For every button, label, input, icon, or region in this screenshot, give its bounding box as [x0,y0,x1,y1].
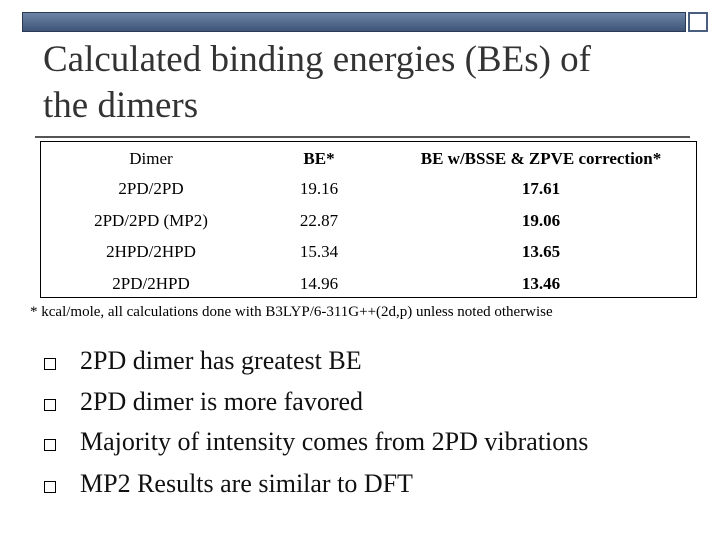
top-bar [22,12,686,32]
column-header: BE w/BSSE & ZPVE correction* [420,149,662,168]
bullet-text: 2PD dimer is more favored [80,387,364,416]
bullet-text: MP2 Results are similar to DFT [80,469,413,498]
bullet-marker [44,439,56,451]
table-cell: 2PD/2HPD [112,274,190,293]
table-cell: 2PD/2PD [118,179,184,198]
bullet-marker [44,399,56,411]
column-header: Dimer [129,149,173,168]
table-cell: 13.65 [521,242,561,261]
table: Dimer BE* BE w/BSSE & ZPVE correction* 2PD/… [40,141,697,298]
table-cell: 2PD/2PD (MP2) [94,211,208,230]
table-cell: 17.61 [521,179,561,198]
table-cell: 15.34 [299,242,339,261]
bullet-marker [44,481,56,493]
title: the dimers [43,85,199,126]
rule [35,136,690,138]
table-cell: 2HPD/2HPD [106,242,196,261]
table-cell: 19.16 [299,179,339,198]
title: Calculated binding energies (BEs) of [43,39,592,80]
corner-box [688,12,708,32]
table-cell: 14.96 [299,274,339,293]
table-cell: 13.46 [521,274,561,293]
table-cell: 22.87 [299,211,339,230]
column-header: BE* [303,149,335,168]
bullet-marker [44,358,56,370]
bullet-text: Majority of intensity comes from 2PD vib… [80,427,589,456]
table-cell: 19.06 [521,211,561,230]
bullet-text: 2PD dimer has greatest BE [80,346,362,375]
footnote: * kcal/mole, all calculations done with … [30,304,553,320]
